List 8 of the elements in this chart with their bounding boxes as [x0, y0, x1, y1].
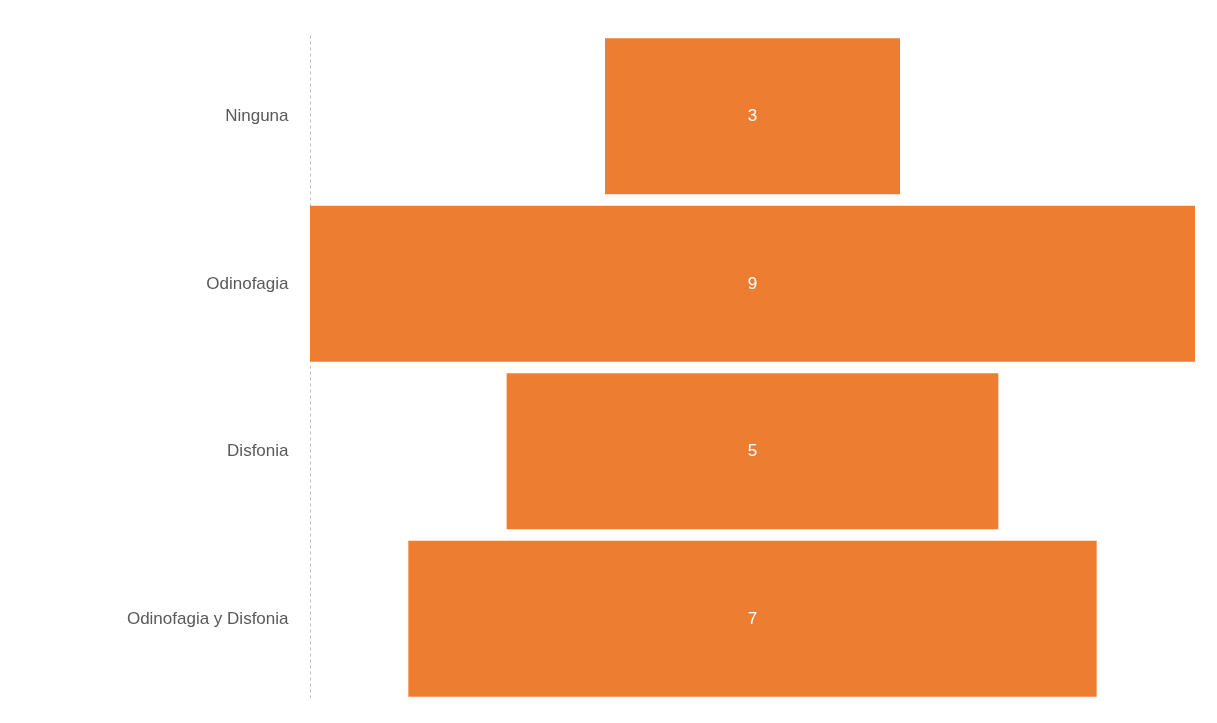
data-label: 5 — [747, 441, 758, 461]
category-label: Odinofagia — [206, 273, 290, 293]
data-label: 3 — [747, 106, 758, 126]
data-label: 9 — [747, 273, 758, 293]
category-label: Ninguna — [225, 106, 290, 126]
category-label: Odinofagia y Disfonia — [126, 608, 290, 628]
category-label: Disfonia — [227, 441, 290, 461]
data-label: 7 — [747, 608, 758, 628]
